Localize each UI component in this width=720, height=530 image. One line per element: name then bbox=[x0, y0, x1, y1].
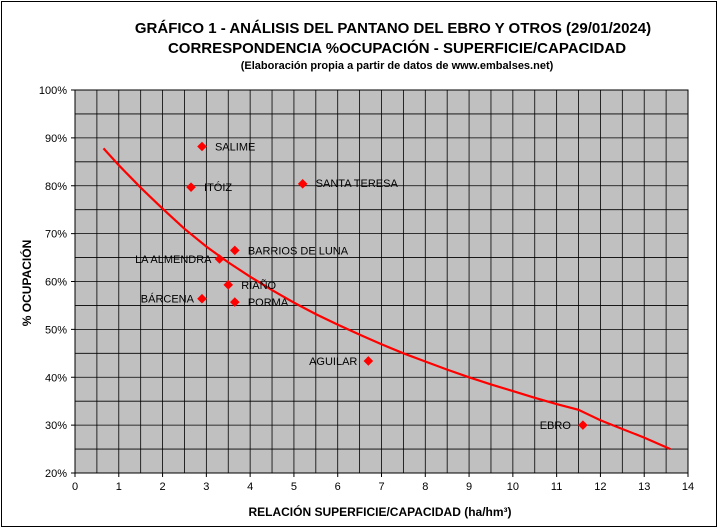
data-point bbox=[230, 245, 240, 256]
x-tick-label: 2 bbox=[160, 481, 166, 493]
y-tick-label: 40% bbox=[45, 372, 67, 384]
x-tick-label: 0 bbox=[72, 481, 78, 493]
y-tick-label: 30% bbox=[45, 420, 67, 432]
grid bbox=[74, 89, 689, 474]
x-tick-label: 4 bbox=[247, 481, 253, 493]
y-axis-label: % OCUPACIÓN bbox=[19, 240, 34, 326]
x-axis-label: RELACIÓN SUPERFICIE/CAPACIDAD (ha/hm³) bbox=[248, 504, 511, 519]
data-point bbox=[578, 420, 588, 430]
data-point bbox=[197, 293, 207, 304]
data-label: BÁRCENA bbox=[141, 293, 195, 306]
chart-title: GRÁFICO 1 - ANÁLISIS DEL PANTANO DEL EBR… bbox=[135, 20, 651, 37]
y-tick-label: 20% bbox=[45, 468, 67, 480]
y-tick-label: 50% bbox=[45, 324, 67, 336]
x-tick-label: 1 bbox=[116, 481, 122, 493]
data-point bbox=[197, 141, 207, 152]
data-point bbox=[214, 254, 225, 264]
data-label: RIAÑO bbox=[241, 279, 276, 292]
data-label: ITÓIZ bbox=[204, 181, 232, 194]
x-tick-label: 10 bbox=[507, 481, 519, 493]
x-tick-label: 8 bbox=[422, 481, 428, 493]
x-tick-label: 3 bbox=[203, 481, 209, 493]
x-tick-label: 13 bbox=[638, 481, 650, 493]
data-point bbox=[186, 182, 196, 192]
data-point bbox=[223, 280, 234, 290]
data-point bbox=[230, 297, 240, 307]
y-tick-label: 70% bbox=[45, 229, 67, 241]
y-tick-label: 90% bbox=[45, 133, 67, 145]
chart-note: (Elaboración propia a partir de datos de… bbox=[241, 60, 554, 72]
x-tick-label: 5 bbox=[291, 481, 297, 493]
data-label: BARRIOS DE LUNA bbox=[248, 245, 349, 257]
chart-subtitle: CORRESPONDENCIA %OCUPACIÓN - SUPERFICIE/… bbox=[168, 39, 626, 57]
data-label: PORMA bbox=[248, 297, 289, 309]
x-tick-label: 14 bbox=[682, 481, 694, 493]
x-tick-label: 11 bbox=[551, 481, 562, 493]
data-point bbox=[297, 179, 308, 189]
y-tick-label: 100% bbox=[39, 85, 67, 97]
x-tick-label: 12 bbox=[594, 481, 606, 493]
data-label: EBRO bbox=[540, 420, 572, 432]
x-tick-label: 7 bbox=[378, 481, 384, 493]
data-label: LA ALMENDRA bbox=[135, 254, 212, 266]
data-point bbox=[363, 356, 374, 366]
data-label: SALIME bbox=[215, 141, 255, 153]
x-tick-label: 6 bbox=[335, 481, 341, 493]
y-tick-label: 60% bbox=[45, 277, 67, 289]
y-tick-label: 80% bbox=[45, 181, 67, 193]
x-tick-label: 9 bbox=[466, 481, 472, 493]
data-label: SANTA TERESA bbox=[316, 178, 399, 190]
trend-line bbox=[102, 147, 671, 451]
data-label: AGUILAR bbox=[309, 356, 357, 368]
axis-ticks: 0 1 2 3 4 5 6 7 8 9 10 11 12 13 1420%30%40%50%60%70%80… bbox=[39, 85, 694, 493]
data-points: SALIME ITÓIZ SANTA TERESA BARRIOS DE LUNA LA… bbox=[135, 141, 588, 432]
